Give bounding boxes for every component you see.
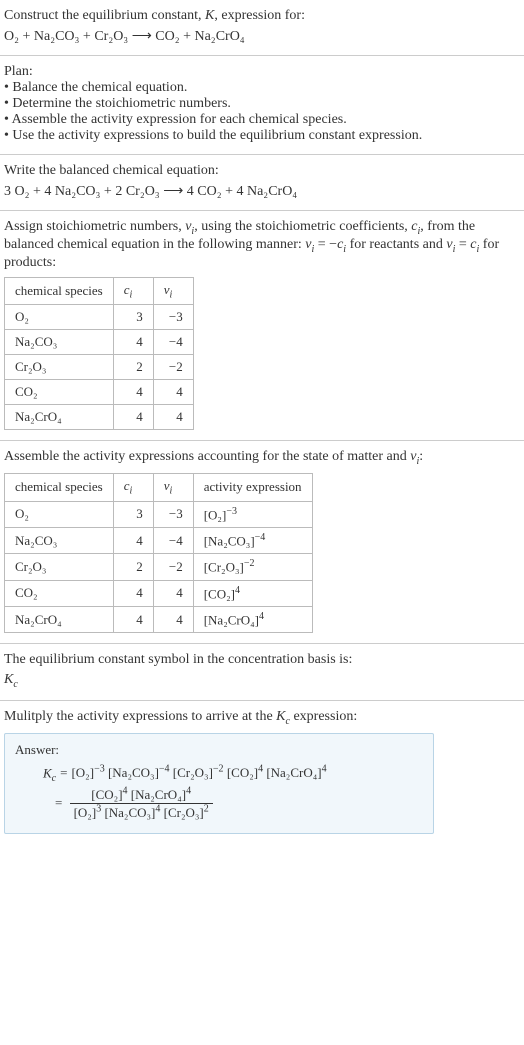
cell-species: Cr₂O₃ [5,554,114,580]
cell-species: CO₂ [5,580,114,606]
assign-text: Assign stoichiometric numbers, νi, using… [4,219,520,271]
plan-item: • Use the activity expressions to build … [4,128,520,144]
cell-vi: 4 [153,580,193,606]
answer-fraction-line: = [CO₂]4 [Na₂CrO₄]4 [O₂]3 [Na₂CO₃]4 [Cr₂… [43,786,423,822]
cell-species: Na₂CO₃ [5,527,114,553]
col-ci: ci [113,473,153,501]
section-assign: Assign stoichiometric numbers, νi, using… [0,211,524,441]
table-row: Na₂CO₃ 4 −4 [Na₂CO₃]−4 [5,527,313,553]
cell-species: O₂ [5,305,114,330]
balanced-heading: Write the balanced chemical equation: [4,163,520,179]
term: [O₂]3 [74,805,102,820]
cell-vi: −4 [153,527,193,553]
cell-species: CO₂ [5,380,114,405]
term: [Cr₂O₃]2 [164,805,209,820]
section-multiply: Mulitply the activity expressions to arr… [0,701,524,844]
term: [Na₂CrO₄]4 [266,765,326,780]
col-species: chemical species [5,277,114,305]
assign-table: chemical species ci νi O₂ 3 −3 Na₂CO₃ 4 … [4,277,194,431]
term: [Na₂CrO₄]4 [131,787,191,802]
plan-heading: Plan: [4,64,520,80]
section-activity: Assemble the activity expressions accoun… [0,441,524,644]
answer-fraction: [CO₂]4 [Na₂CrO₄]4 [O₂]3 [Na₂CO₃]4 [Cr₂O₃… [70,786,213,822]
cell-ci: 4 [113,580,153,606]
term: [Na₂CO₃]−4 [108,765,170,780]
cell-vi: 4 [153,380,193,405]
fraction-denominator: [O₂]3 [Na₂CO₃]4 [Cr₂O₃]2 [70,804,213,821]
table-row: O₂ 3 −3 [5,305,194,330]
section-plan: Plan: • Balance the chemical equation. •… [0,56,524,155]
fraction-numerator: [CO₂]4 [Na₂CrO₄]4 [70,786,213,804]
cell-activity: [CO₂]4 [193,580,312,606]
table-header-row: chemical species ci νi activity expressi… [5,473,313,501]
cell-vi: −2 [153,355,193,380]
cell-ci: 4 [113,330,153,355]
plan-item: • Balance the chemical equation. [4,80,520,96]
cell-species: Na₂CO₃ [5,330,114,355]
cell-ci: 3 [113,501,153,527]
table-row: CO₂ 4 4 [5,380,194,405]
cell-vi: 4 [153,606,193,632]
term: [CO₂]4 [227,765,263,780]
table-header-row: chemical species ci νi [5,277,194,305]
symbol-kc: Kc [4,672,520,690]
symbol-text: The equilibrium constant symbol in the c… [4,652,520,668]
cell-activity: [Cr₂O₃]−2 [193,554,312,580]
cell-species: Na₂CrO₄ [5,606,114,632]
table-row: O₂ 3 −3 [O₂]−3 [5,501,313,527]
intro-text: Construct the equilibrium constant, K, e… [4,8,520,24]
col-vi: νi [153,473,193,501]
cell-ci: 2 [113,355,153,380]
term: [CO₂]4 [91,787,127,802]
answer-expression: Kc=[O₂]−3 [Na₂CO₃]−4 [Cr₂O₃]−2 [CO₂]4 [N… [15,764,423,822]
col-species: chemical species [5,473,114,501]
cell-vi: −3 [153,305,193,330]
answer-title: Answer: [15,742,423,758]
cell-activity: [O₂]−3 [193,501,312,527]
cell-ci: 2 [113,554,153,580]
table-row: Cr₂O₃ 2 −2 [Cr₂O₃]−2 [5,554,313,580]
plan-item: • Assemble the activity expression for e… [4,112,520,128]
table-row: Cr₂O₃ 2 −2 [5,355,194,380]
section-balanced: Write the balanced chemical equation: 3 … [0,155,524,211]
term: [Na₂CO₃]4 [104,805,160,820]
cell-activity: [Na₂CrO₄]4 [193,606,312,632]
activity-table: chemical species ci νi activity expressi… [4,473,313,633]
cell-species: O₂ [5,501,114,527]
col-vi: νi [153,277,193,305]
cell-activity: [Na₂CO₃]−4 [193,527,312,553]
table-row: Na₂CrO₄ 4 4 [5,405,194,430]
balanced-equation: 3 O₂ + 4 Na₂CO₃ + 2 Cr₂O₃ ⟶ 4 CO₂ + 4 Na… [4,183,520,200]
cell-species: Na₂CrO₄ [5,405,114,430]
cell-vi: 4 [153,405,193,430]
cell-ci: 3 [113,305,153,330]
plan-item: • Determine the stoichiometric numbers. [4,96,520,112]
cell-ci: 4 [113,380,153,405]
answer-product-line: Kc=[O₂]−3 [Na₂CO₃]−4 [Cr₂O₃]−2 [CO₂]4 [N… [43,764,423,784]
term: [O₂]−3 [71,765,104,780]
section-intro: Construct the equilibrium constant, K, e… [0,0,524,56]
intro-equation: O₂ + Na₂CO₃ + Cr₂O₃ ⟶ CO₂ + Na₂CrO₄ [4,28,520,45]
table-row: CO₂ 4 4 [CO₂]4 [5,580,313,606]
cell-ci: 4 [113,405,153,430]
table-row: Na₂CO₃ 4 −4 [5,330,194,355]
cell-species: Cr₂O₃ [5,355,114,380]
section-symbol: The equilibrium constant symbol in the c… [0,644,524,701]
cell-vi: −2 [153,554,193,580]
cell-ci: 4 [113,606,153,632]
cell-ci: 4 [113,527,153,553]
cell-vi: −3 [153,501,193,527]
answer-box: Answer: Kc=[O₂]−3 [Na₂CO₃]−4 [Cr₂O₃]−2 [… [4,733,434,835]
cell-vi: −4 [153,330,193,355]
multiply-heading: Mulitply the activity expressions to arr… [4,709,520,727]
term: [Cr₂O₃]−2 [173,765,224,780]
activity-heading: Assemble the activity expressions accoun… [4,449,520,467]
col-activity: activity expression [193,473,312,501]
col-ci: ci [113,277,153,305]
table-row: Na₂CrO₄ 4 4 [Na₂CrO₄]4 [5,606,313,632]
